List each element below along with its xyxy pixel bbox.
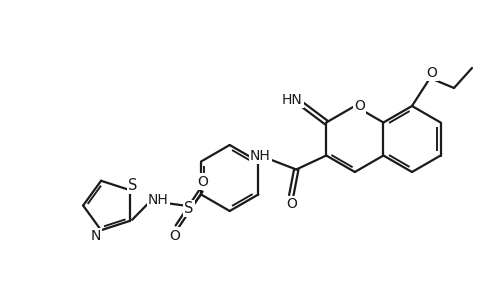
Text: O: O <box>355 99 365 113</box>
Text: N: N <box>91 229 101 243</box>
Text: O: O <box>427 66 437 80</box>
Text: O: O <box>198 174 208 189</box>
Text: S: S <box>185 201 194 216</box>
Text: S: S <box>129 178 138 193</box>
Text: HN: HN <box>282 92 302 106</box>
Text: NH: NH <box>148 193 169 208</box>
Text: O: O <box>286 197 297 212</box>
Text: NH: NH <box>250 148 271 162</box>
Text: O: O <box>169 228 181 243</box>
